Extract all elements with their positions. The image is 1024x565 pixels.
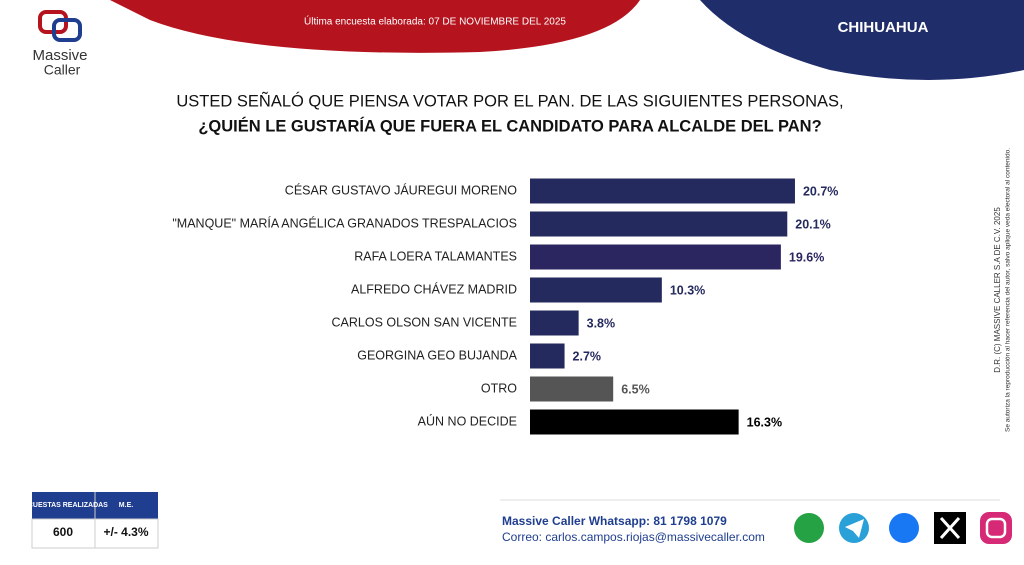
bar <box>530 343 565 369</box>
category-label: CARLOS OLSON SAN VICENTE <box>332 315 517 329</box>
value-label: 16.3% <box>747 415 782 429</box>
category-label: GEORGINA GEO BUJANDA <box>357 348 517 362</box>
bar <box>530 178 795 204</box>
side-note: D.R. (C) MASSIVE CALLER S.A DE C.V. 2025… <box>993 148 1012 432</box>
value-label: 3.8% <box>587 316 616 330</box>
survey-table: ENCUESTAS REALIZADAS M.E. 600 +/- 4.3% <box>18 492 159 549</box>
value-label: 20.7% <box>803 184 838 198</box>
logo: Massive Caller <box>32 10 88 78</box>
telegram-glyph <box>845 519 864 538</box>
facebook-icon[interactable] <box>889 513 919 543</box>
value-label: 6.5% <box>621 382 650 396</box>
category-label: CÉSAR GUSTAVO JÁUREGUI MORENO <box>285 182 517 197</box>
logo-text: Caller <box>44 62 81 78</box>
value-label: 10.3% <box>670 283 705 297</box>
bar <box>530 310 579 336</box>
social-icons <box>794 512 1012 544</box>
notice: Se autoriza la reproducción al hacer ref… <box>1005 148 1012 432</box>
contact-email: Correo: carlos.campos.riojas@massivecall… <box>502 530 765 544</box>
whatsapp-icon[interactable] <box>794 513 824 543</box>
bar <box>530 376 614 402</box>
logo-icon-blue <box>52 18 82 42</box>
category-label: OTRO <box>481 381 517 395</box>
header-swoosh-blue <box>700 0 1024 80</box>
instagram-icon[interactable] <box>980 512 1012 544</box>
table-cell: +/- 4.3% <box>103 525 148 539</box>
bar <box>530 244 781 270</box>
category-label: ALFREDO CHÁVEZ MADRID <box>351 281 517 296</box>
logo-text: Massive <box>32 47 87 64</box>
header-swoosh-red <box>110 0 640 53</box>
category-label: RAFA LOERA TALAMANTES <box>354 249 517 263</box>
table-cell: 600 <box>53 525 73 539</box>
title: ¿QUIÉN LE GUSTARÍA QUE FUERA EL CANDIDAT… <box>198 116 821 135</box>
table-header-text: ENCUESTAS REALIZADAS <box>18 502 108 509</box>
category-label: AÚN NO DECIDE <box>418 413 517 428</box>
contact-whatsapp: Massive Caller Whatsapp: 81 1798 1079 <box>502 514 727 528</box>
value-label: 2.7% <box>573 349 602 363</box>
bar <box>530 277 662 303</box>
bar <box>530 409 739 435</box>
x-glyph <box>939 516 961 540</box>
copyright: D.R. (C) MASSIVE CALLER S.A DE C.V. 2025 <box>993 207 1002 373</box>
table-header-text: M.E. <box>119 502 133 509</box>
title: USTED SEÑALÓ QUE PIENSA VOTAR POR EL PAN… <box>176 90 843 110</box>
category-label: "MANQUE" MARÍA ANGÉLICA GRANADOS TRESPAL… <box>172 215 517 230</box>
value-label: 19.6% <box>789 250 824 264</box>
value-label: 20.1% <box>795 217 830 231</box>
bar <box>530 211 788 237</box>
region: CHIHUAHUA <box>838 19 929 36</box>
survey-date: Última encuesta elaborada: 07 DE NOVIEMB… <box>304 15 566 28</box>
instagram-glyph <box>985 517 1007 539</box>
